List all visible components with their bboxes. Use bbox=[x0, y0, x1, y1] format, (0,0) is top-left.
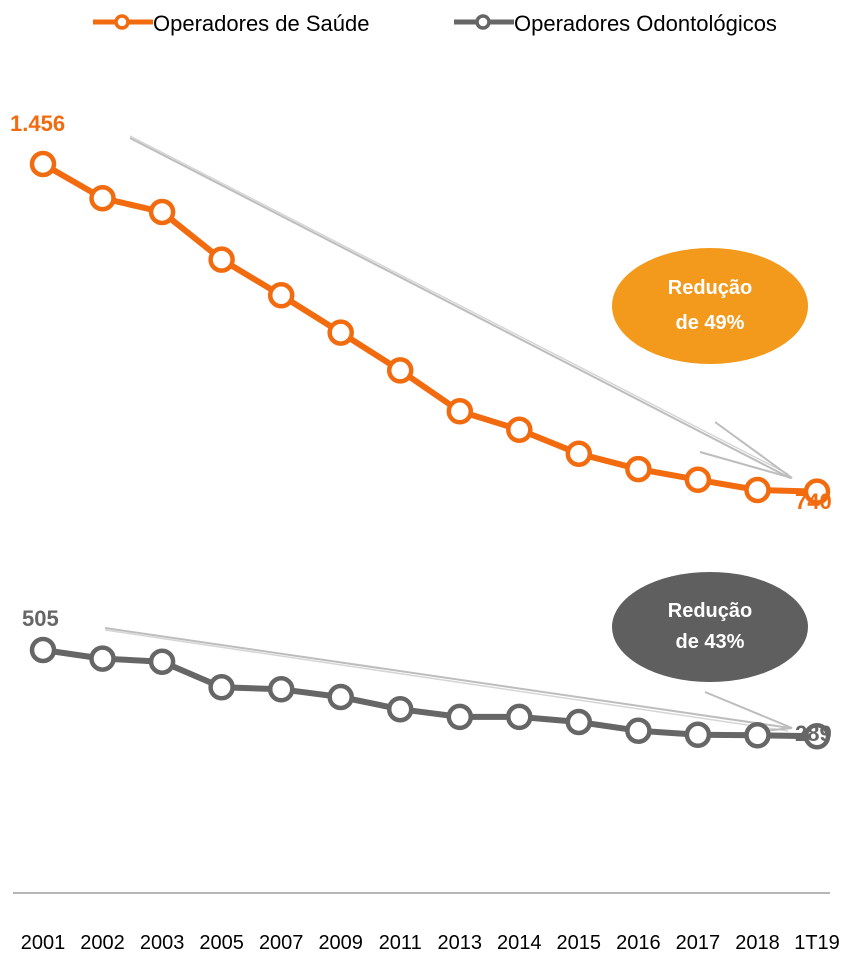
data-point-saude-2007 bbox=[267, 282, 295, 309]
x-tick-labels: 2001 2002 2003 2005 2007 2009 2011 2013 2014 2015… bbox=[21, 932, 840, 954]
legend-label-saude: Operadores de Saúde bbox=[153, 11, 370, 36]
data-point-odonto-2009 bbox=[327, 683, 354, 711]
legend-label-odonto: Operadores Odontológicos bbox=[514, 11, 777, 36]
trend-arrow-saude-shadow bbox=[129, 135, 789, 475]
data-point-saude-2013 bbox=[446, 398, 474, 425]
data-point-saude-2002 bbox=[89, 184, 116, 212]
trend-arrow-odonto bbox=[104, 627, 791, 729]
x-tick-label-2016: 2016 bbox=[616, 932, 661, 954]
data-point-saude-2015 bbox=[565, 440, 593, 467]
x-tick-label-2013: 2013 bbox=[438, 932, 483, 954]
legend: Operadores de Saúde Operadores Odontológ… bbox=[93, 11, 777, 36]
data-point-odonto-2005 bbox=[208, 674, 235, 701]
data-point-saude-2014 bbox=[506, 416, 533, 443]
end-value-label-odonto: 289 bbox=[795, 721, 832, 746]
reduction-badge-saude bbox=[612, 248, 808, 364]
legend-marker-saude bbox=[114, 14, 130, 30]
x-tick-label-2011: 2011 bbox=[379, 932, 422, 954]
data-point-odonto-2013 bbox=[446, 703, 474, 731]
value-labels: 1.456 740 505 289 bbox=[10, 111, 832, 746]
x-tick-label-2015: 2015 bbox=[557, 932, 602, 954]
trend-arrowhead-saude bbox=[699, 421, 793, 479]
x-tick-label-2007: 2007 bbox=[259, 932, 304, 954]
data-point-odonto-2007 bbox=[267, 676, 295, 703]
data-point-saude-2003 bbox=[148, 198, 176, 226]
reduction-text-line1-saude: Redução bbox=[668, 277, 752, 299]
legend-marker-odonto bbox=[475, 14, 491, 30]
reduction-text-line1-odonto: Redução bbox=[668, 600, 752, 622]
data-point-odonto-2002 bbox=[89, 645, 116, 672]
start-value-label-saude: 1.456 bbox=[10, 111, 65, 136]
data-point-saude-2018 bbox=[744, 476, 771, 504]
trend-arrows bbox=[104, 135, 793, 739]
reduction-badge-odonto bbox=[612, 572, 808, 682]
start-value-label-odonto: 505 bbox=[22, 606, 59, 631]
data-point-saude-2001 bbox=[29, 150, 57, 178]
data-point-odonto-2018 bbox=[744, 722, 771, 749]
annotation-saude: Redução de 49% bbox=[612, 248, 808, 364]
x-tick-label-2018: 2018 bbox=[735, 932, 780, 954]
data-point-saude-2005 bbox=[208, 246, 235, 273]
x-tick-label-2005: 2005 bbox=[199, 932, 244, 954]
data-point-odonto-2003 bbox=[148, 648, 176, 675]
trend-arrow-odonto-shadow bbox=[104, 629, 789, 732]
data-point-saude-1t19 bbox=[803, 478, 831, 505]
reduction-text-line2-saude: de 49% bbox=[676, 312, 745, 334]
data-point-odonto-2015 bbox=[565, 708, 593, 736]
data-point-odonto-2016 bbox=[625, 717, 652, 744]
data-point-saude-2011 bbox=[386, 357, 414, 384]
series-layer bbox=[29, 150, 831, 750]
data-point-odonto-2001 bbox=[29, 636, 57, 664]
reduction-text-line2-odonto: de 43% bbox=[676, 631, 745, 653]
data-point-saude-2016 bbox=[625, 455, 652, 483]
x-tick-label-2014: 2014 bbox=[497, 932, 542, 954]
data-point-odonto-2011 bbox=[386, 695, 414, 723]
x-tick-label-1t19: 1T19 bbox=[794, 932, 840, 954]
data-point-odonto-1t19 bbox=[803, 723, 831, 750]
x-tick-label-2009: 2009 bbox=[318, 932, 363, 954]
x-tick-label-2003: 2003 bbox=[140, 932, 185, 954]
data-point-odonto-2014 bbox=[506, 703, 533, 731]
legend-item-saude: Operadores de Saúde bbox=[93, 11, 370, 36]
x-tick-label-2001: 2001 bbox=[21, 932, 66, 954]
data-point-saude-2009 bbox=[327, 319, 354, 346]
x-tick-label-2017: 2017 bbox=[676, 932, 721, 954]
data-point-odonto-2017 bbox=[684, 721, 712, 749]
annotation-odonto: Redução de 43% bbox=[612, 572, 808, 682]
legend-item-odonto: Operadores Odontológicos bbox=[454, 11, 777, 36]
data-point-saude-2017 bbox=[684, 466, 712, 494]
x-tick-label-2002: 2002 bbox=[80, 932, 125, 954]
end-value-label-saude: 740 bbox=[795, 489, 832, 514]
trend-arrow-saude bbox=[129, 137, 791, 479]
